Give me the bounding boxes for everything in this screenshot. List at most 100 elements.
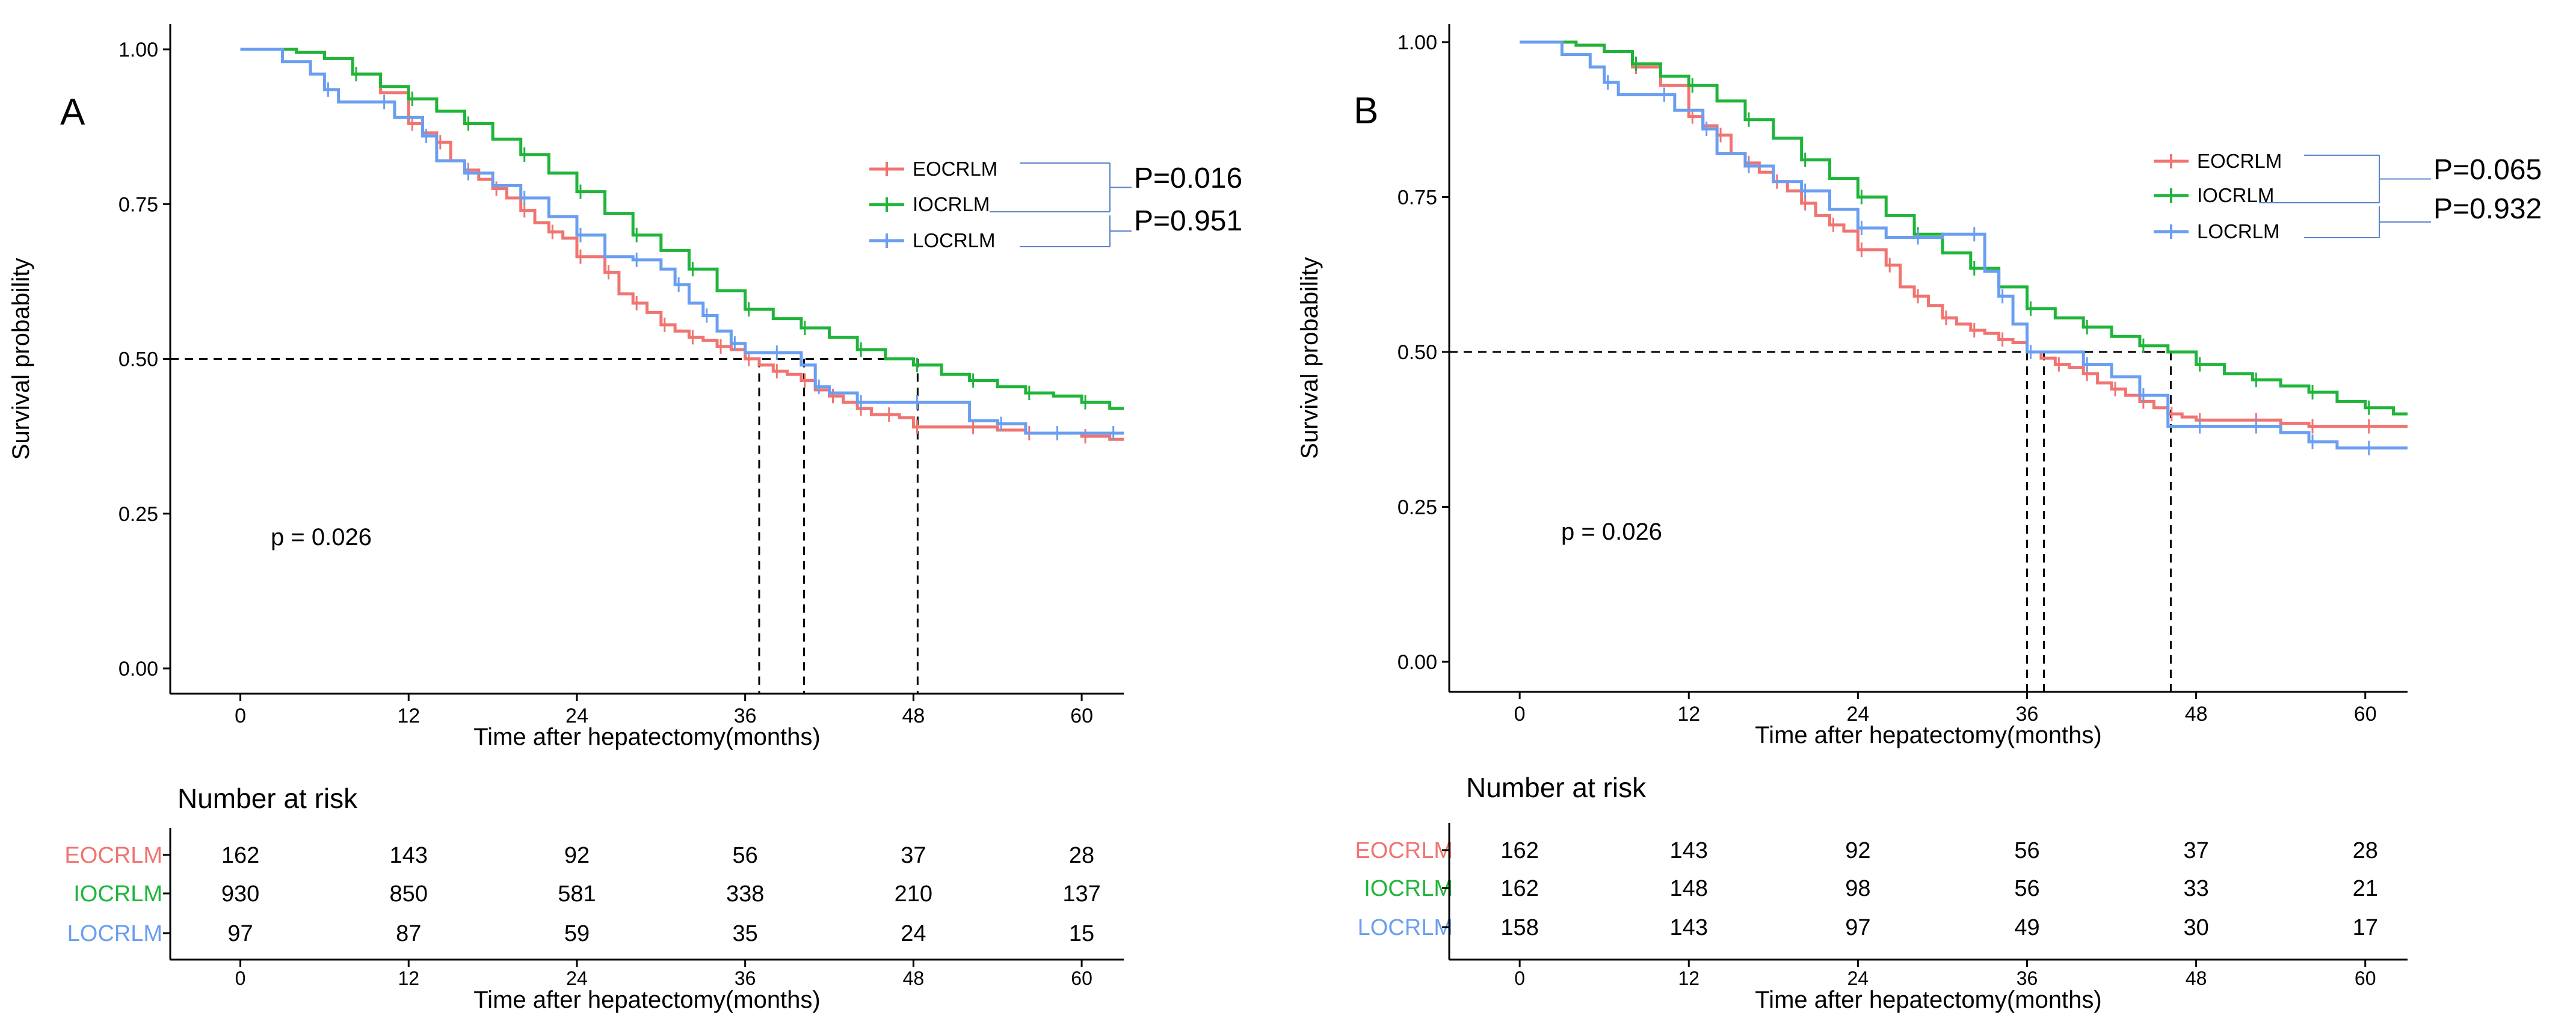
x-tick-label: 60: [2354, 703, 2377, 726]
x-axis-title: Time after hepatectomy(months): [473, 724, 821, 750]
risk-row-label-locrlm: LOCRLM: [1358, 915, 1453, 940]
risk-table-cell: 37: [901, 843, 926, 868]
x-tick-label: 24: [1846, 703, 1869, 726]
pairwise-p-value: P=0.016: [1134, 162, 1242, 194]
x-tick-label: 0: [235, 705, 246, 727]
risk-table-cell: 21: [2353, 876, 2378, 901]
y-tick-label: 1.00: [119, 39, 158, 61]
risk-table-title: Number at risk: [177, 783, 358, 814]
legend-label-locrlm: LOCRLM: [2197, 220, 2280, 242]
x-tick-label: 0: [1514, 703, 1526, 726]
curve-eocrlm: [240, 48, 1124, 441]
risk-row-label-eocrlm: EOCRLM: [64, 843, 162, 868]
risk-table-cell: 24: [901, 921, 926, 946]
risk-table-cell: 143: [1670, 838, 1708, 863]
risk-table-cell: 338: [726, 881, 764, 907]
km-panel-a: A 0.00 0.25 0.50 0.75 1.00 0 12 24 36 48 60 Time aft…: [8, 24, 1242, 1013]
risk-table-cell: 92: [564, 843, 590, 868]
x-tick-label: 48: [902, 705, 925, 727]
risk-table-cell: 30: [2183, 915, 2208, 940]
risk-row-label-eocrlm: EOCRLM: [1355, 838, 1453, 863]
panel-label: A: [60, 91, 85, 133]
risk-table-x-tick-label: 12: [1678, 967, 1699, 989]
risk-table-cell: 158: [1500, 915, 1538, 940]
km-panel-b: B 0.00 0.25 0.50 0.75 1.00 0 12 24 36 48 60 Time aft…: [1296, 24, 2542, 1013]
x-tick-label: 60: [1070, 705, 1093, 727]
risk-table-cell: 148: [1670, 876, 1708, 901]
y-tick-label: 0.00: [119, 658, 158, 680]
risk-table-x-tick-label: 48: [2186, 967, 2207, 989]
overall-p-value: p = 0.026: [1561, 519, 1662, 545]
y-tick-label: 0.00: [1397, 651, 1437, 674]
risk-table-cell: 59: [564, 921, 590, 946]
overall-p-value: p = 0.026: [271, 524, 372, 550]
x-tick-label: 12: [397, 705, 420, 727]
risk-table-cell: 33: [2183, 876, 2208, 901]
risk-table-cell: 28: [1069, 843, 1094, 868]
risk-table-cell: 56: [2014, 876, 2039, 901]
curve-locrlm: [240, 48, 1124, 435]
risk-table-x-tick-label: 24: [1847, 967, 1869, 989]
pairwise-p-value: P=0.951: [1134, 205, 1242, 237]
y-axis-title: Survival probability: [1296, 257, 1323, 459]
curve-iocrlm: [240, 48, 1124, 410]
risk-table-cell: 137: [1062, 881, 1100, 907]
y-axis-title: Survival probability: [8, 258, 34, 460]
y-tick-label: 1.00: [1397, 31, 1437, 54]
risk-table-cell: 28: [2353, 838, 2378, 863]
y-tick-label: 0.50: [119, 348, 158, 371]
risk-table-cell: 930: [221, 881, 259, 907]
risk-table-x-tick-label: 48: [903, 967, 925, 989]
risk-table-x-tick-label: 60: [2355, 967, 2376, 989]
x-tick-label: 12: [1677, 703, 1700, 726]
risk-table-x-tick-label: 24: [566, 967, 588, 989]
x-tick-label: 24: [565, 705, 588, 727]
risk-table-x-tick-label: 60: [1071, 967, 1092, 989]
risk-table-x-tick-label: 12: [398, 967, 419, 989]
risk-table-x-tick-label: 36: [2017, 967, 2038, 989]
risk-table-x-tick-label: 36: [735, 967, 756, 989]
risk-row-label-locrlm: LOCRLM: [67, 921, 162, 946]
risk-table-cell: 850: [390, 881, 428, 907]
pairwise-p-value: P=0.065: [2433, 154, 2542, 186]
risk-table-cell: 162: [221, 843, 259, 868]
risk-table-cell: 37: [2183, 838, 2208, 863]
risk-table-cell: 581: [558, 881, 596, 907]
risk-table-x-tick-label: 0: [235, 967, 246, 989]
risk-table-cell: 210: [895, 881, 932, 907]
risk-table-x-axis-title: Time after hepatectomy(months): [473, 987, 821, 1013]
risk-table-cell: 87: [396, 921, 421, 946]
legend-label-locrlm: LOCRLM: [913, 229, 996, 251]
risk-table-cell: 92: [1845, 838, 1870, 863]
x-tick-label: 36: [2016, 703, 2039, 726]
risk-table-cell: 98: [1845, 876, 1870, 901]
legend-label-eocrlm: EOCRLM: [2197, 150, 2282, 172]
risk-table-cell: 143: [1670, 915, 1708, 940]
risk-table-x-axis-title: Time after hepatectomy(months): [1755, 987, 2102, 1013]
y-tick-label: 0.25: [119, 503, 158, 526]
risk-row-label-iocrlm: IOCRLM: [1364, 876, 1453, 901]
risk-table-title: Number at risk: [1466, 772, 1647, 803]
pairwise-p-value: P=0.932: [2433, 193, 2542, 225]
y-tick-label: 0.75: [119, 193, 158, 216]
risk-table-x-tick-label: 0: [1514, 967, 1525, 989]
risk-row-label-iocrlm: IOCRLM: [73, 881, 162, 907]
curve-eocrlm: [1520, 40, 2408, 428]
risk-table-cell: 162: [1500, 838, 1538, 863]
risk-table-cell: 15: [1069, 921, 1094, 946]
y-tick-label: 0.25: [1397, 496, 1437, 519]
curve-locrlm: [1520, 40, 2408, 450]
risk-table-cell: 143: [390, 843, 428, 868]
x-axis-title: Time after hepatectomy(months): [1755, 722, 2102, 748]
risk-table-cell: 97: [1845, 915, 1870, 940]
risk-table-cell: 17: [2353, 915, 2378, 940]
legend-label-iocrlm: IOCRLM: [913, 193, 990, 215]
y-tick-label: 0.50: [1397, 341, 1437, 364]
x-tick-label: 48: [2185, 703, 2208, 726]
risk-table-cell: 49: [2014, 915, 2039, 940]
risk-table-cell: 56: [2014, 838, 2039, 863]
panel-label: B: [1354, 90, 1378, 132]
legend-label-eocrlm: EOCRLM: [913, 158, 997, 180]
risk-table-cell: 162: [1500, 876, 1538, 901]
